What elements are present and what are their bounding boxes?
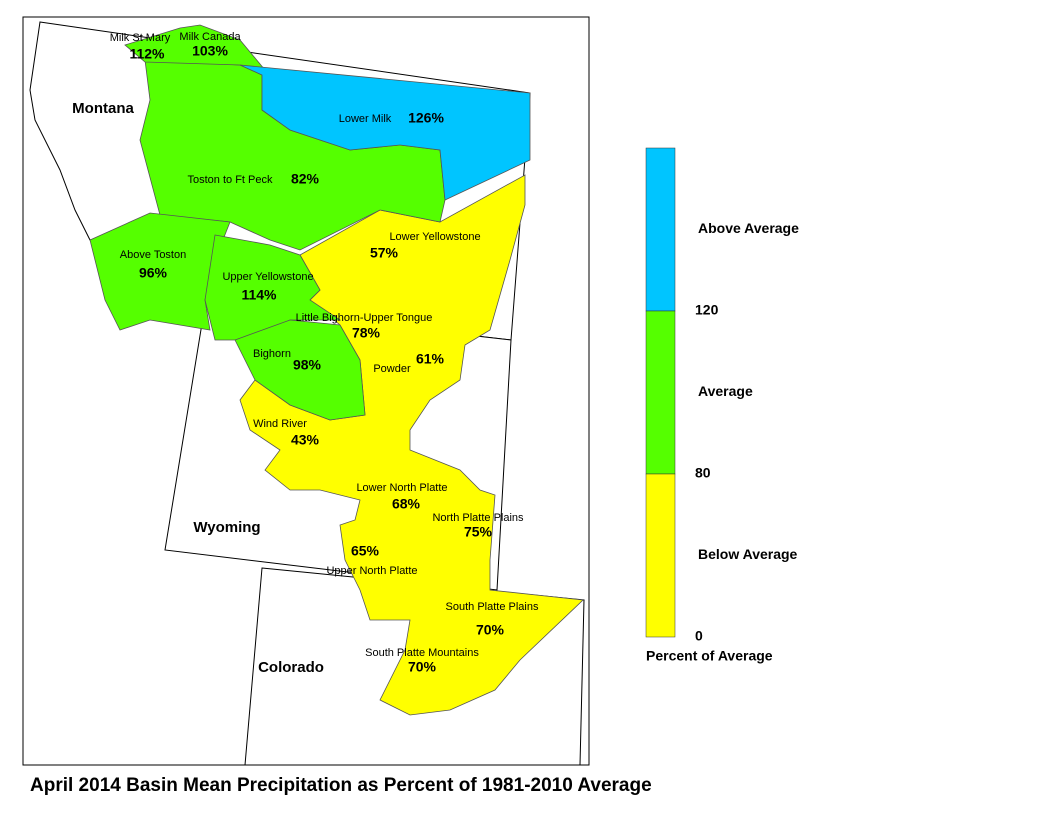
basin-name: Lower Yellowstone [389, 231, 480, 243]
basin-bighorn [234, 319, 366, 421]
basin-name: Lower Milk [339, 113, 392, 125]
basin-name: Milk St Mary [110, 32, 171, 44]
basin-name: Upper North Platte [326, 565, 417, 577]
legend-class: Above Average [698, 220, 799, 236]
basin-percent: 61% [416, 351, 445, 367]
legend-class: Average [698, 383, 753, 399]
basin-percent: 112% [129, 46, 165, 62]
basin-percent: 65% [351, 543, 380, 559]
basin-percent: 57% [370, 245, 399, 261]
basin-percent: 78% [352, 325, 381, 341]
legend-caption: Percent of Average [646, 648, 773, 664]
basin-lower-milk [239, 64, 531, 201]
basin-percent: 126% [408, 110, 444, 126]
basin-name: Above Toston [120, 249, 186, 261]
basins [89, 24, 584, 716]
legend-break: 0 [695, 628, 703, 644]
state-label: Wyoming [193, 519, 260, 536]
state-label: Colorado [258, 659, 324, 676]
legend: Above Average Average Below Average 120 80 0 P… [645, 147, 799, 664]
basin-percent: 96% [139, 265, 168, 281]
basin-name: Bighorn [253, 348, 291, 360]
basin-name: South Platte Mountains [365, 647, 479, 659]
legend-swatch [645, 310, 676, 475]
basin-name: Lower North Platte [356, 482, 447, 494]
basin-upper-yellowstone [204, 234, 342, 341]
basin-percent: 103% [192, 43, 228, 59]
legend-class: Below Average [698, 546, 798, 562]
basin-name: South Platte Plains [446, 601, 539, 613]
legend-swatch [645, 473, 676, 638]
basin-percent: 70% [408, 659, 437, 675]
legend-swatch [645, 147, 676, 312]
map-title: April 2014 Basin Mean Precipitation as P… [30, 775, 652, 796]
basin-name: North Platte Plains [432, 512, 524, 524]
basin-name: Little Bighorn-Upper Tongue [296, 312, 433, 324]
basin-milk [124, 24, 267, 71]
legend-break: 120 [695, 302, 719, 318]
basin-name: Powder [373, 363, 411, 375]
basin-percent: 82% [291, 171, 320, 187]
basin-percent: 43% [291, 432, 320, 448]
basin-percent: 68% [392, 496, 421, 512]
basin-percent: 70% [476, 622, 505, 638]
basin-name: Milk Canada [179, 31, 241, 43]
basin-name: Wind River [253, 418, 307, 430]
state-label: Montana [72, 100, 134, 117]
basin-percent: 75% [464, 524, 493, 540]
basin-name: Upper Yellowstone [222, 271, 313, 283]
legend-break: 80 [695, 465, 711, 481]
basin-percent: 98% [293, 357, 322, 373]
labels: Montana Wyoming Colorado Milk St Mary 112% Mi… [72, 31, 539, 676]
basin-percent: 114% [241, 287, 277, 303]
basin-name: Toston to Ft Peck [188, 174, 273, 186]
basin-above-toston [89, 212, 231, 331]
